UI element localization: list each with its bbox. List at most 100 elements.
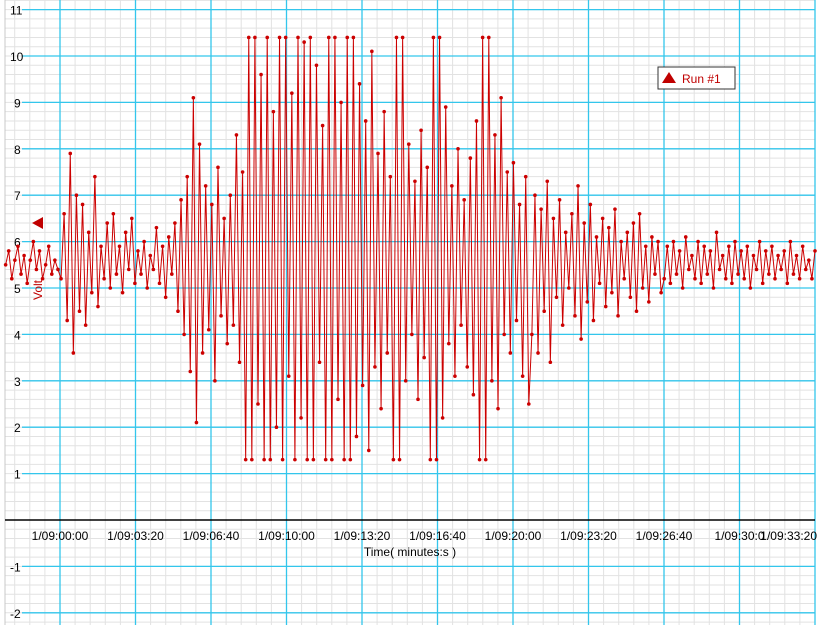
grid [5,0,816,625]
data-point [246,35,251,40]
y-tick-label: 9 [14,96,21,110]
data-point [557,198,562,202]
data-point [320,123,325,128]
data-point [465,365,470,369]
data-point [65,318,69,323]
data-point [471,392,476,397]
data-point [459,323,463,327]
x-tick-label: 1/09:03:20 [107,529,164,543]
data-point [259,72,263,77]
data-point [647,300,651,304]
data-point [563,230,568,235]
data-point [603,304,608,309]
data-point [154,225,159,230]
data-point [206,327,211,332]
legend[interactable]: Run #1 [657,66,736,90]
data-point [413,179,417,184]
data-point [188,369,193,374]
data-point [56,267,60,272]
data-point [794,253,799,258]
data-point [163,295,168,300]
data-point [9,276,14,281]
data-point [502,332,506,337]
data-point [659,290,663,295]
data-point [434,457,439,462]
data-point [120,290,125,295]
data-point [428,457,433,462]
data-point [173,221,177,225]
data-point [505,170,510,174]
data-point [170,272,174,276]
data-point [130,216,134,221]
data-point [770,244,774,249]
data-point [90,290,94,295]
data-point [6,249,11,253]
data-point [345,35,350,40]
data-point [317,360,322,365]
data-point [373,365,377,369]
data-point [277,35,282,40]
data-point [650,235,654,239]
data-point [99,244,103,249]
data-point [114,272,119,276]
data-point [705,272,710,276]
data-point [779,267,783,272]
data-point [622,276,627,281]
data-point [333,35,337,40]
data-point [422,355,426,360]
data-point [136,249,140,253]
data-point [727,244,731,249]
data-point [262,457,266,462]
data-point [446,341,451,346]
data-point [145,286,150,290]
data-point [437,35,442,40]
data-point [739,249,743,253]
data-point [83,323,88,327]
x-tick-label: 1/09:30:0 [714,529,764,543]
data-point [200,351,205,355]
data-point [733,239,737,244]
data-point [403,379,408,383]
x-tick-label: 1/09:20:00 [485,529,542,543]
data-point [643,244,648,249]
data-point [108,286,113,290]
y-tick-label: -1 [10,560,21,574]
data-point [567,286,571,290]
data-point [197,142,202,146]
data-point [714,230,719,235]
data-point [250,457,254,462]
data-point [527,402,531,406]
data-point [520,374,525,378]
data-point [480,35,485,40]
data-point [785,281,790,286]
data-point [326,35,331,40]
data-point [499,95,503,100]
data-point [385,351,390,355]
data-point [551,216,556,221]
data-point [53,258,57,262]
data-point [807,258,811,262]
data-point [80,202,85,207]
data-point [157,281,162,286]
data-point [176,309,180,314]
data-point [748,286,753,290]
data-point [286,374,291,378]
data-point [474,119,479,123]
data-point [610,290,614,295]
data-point [702,244,707,249]
data-point [271,109,276,114]
x-tick-label: 1/09:26:40 [636,529,693,543]
data-point [477,457,482,462]
data-point [219,314,223,318]
data-point [31,239,36,244]
data-point [653,272,657,276]
y-axis-marker-icon[interactable] [32,217,43,229]
data-point [237,360,242,365]
legend-entry: Run #1 [682,72,721,86]
x-tick-label: 1/09:13:20 [334,529,391,543]
y-tick-label: 3 [14,375,21,389]
data-point [179,198,183,202]
data-point [628,295,633,300]
data-point [625,230,630,235]
data-point [690,253,694,258]
